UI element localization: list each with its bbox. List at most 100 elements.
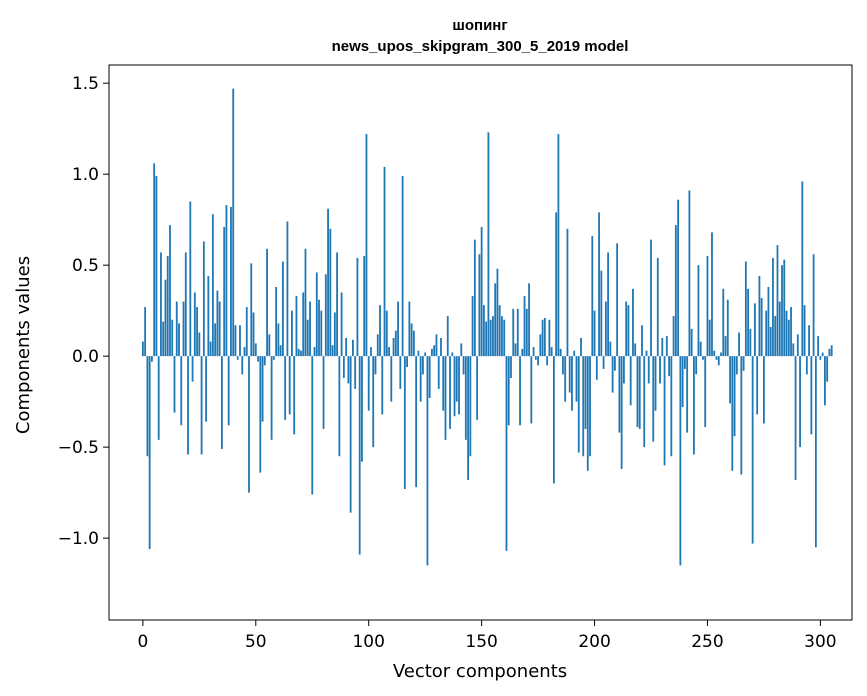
bar-143 (464, 356, 467, 440)
bar-96 (358, 356, 361, 555)
bar-207 (609, 341, 612, 357)
bar-247 (699, 341, 702, 357)
bar-18 (182, 301, 185, 357)
bar-81 (324, 274, 327, 357)
bar-112 (394, 330, 397, 357)
bar-224 (647, 356, 650, 384)
bar-2 (146, 356, 149, 457)
bar-151 (482, 305, 485, 357)
bar-89 (342, 356, 345, 378)
x-tick-label: 300 (804, 632, 836, 652)
bar-240 (683, 356, 686, 369)
bar-74 (309, 301, 311, 357)
bar-269 (749, 328, 752, 357)
x-tick-label: 50 (245, 632, 267, 652)
bar-241 (686, 356, 689, 433)
bar-145 (469, 356, 472, 457)
bar-54 (263, 356, 266, 366)
bar-38 (227, 356, 230, 426)
bar-287 (790, 307, 792, 357)
bar-305 (830, 345, 833, 357)
bar-16 (178, 323, 180, 357)
bar-120 (412, 330, 415, 357)
bar-132 (440, 337, 442, 357)
bar-288 (792, 343, 795, 357)
bar-20 (187, 356, 189, 455)
bar-12 (169, 225, 171, 357)
bar-178 (543, 317, 546, 357)
bar-223 (645, 350, 648, 357)
bar-259 (726, 299, 729, 357)
bar-279 (772, 257, 774, 357)
bar-189 (568, 356, 571, 393)
bar-221 (641, 325, 643, 357)
axes-group: 0 50 100 150 200 250 300 −1.0 −0.5 0.0 0.5 1.0 1.5 (58, 64, 853, 652)
bar-153 (487, 132, 490, 357)
bar-43 (239, 325, 241, 357)
bar-7 (157, 356, 160, 440)
bar-114 (399, 356, 402, 389)
bar-292 (801, 181, 804, 357)
bar-15 (175, 301, 178, 357)
bar-198 (589, 356, 591, 457)
bar-173 (532, 347, 535, 357)
bar-191 (573, 350, 576, 357)
bar-253 (713, 350, 716, 357)
bar-174 (534, 356, 537, 360)
bar-219 (636, 356, 639, 428)
bar-238 (679, 356, 682, 566)
bar-304 (828, 348, 831, 357)
bar-33 (216, 290, 219, 357)
bar-175 (537, 356, 539, 366)
bar-282 (778, 301, 781, 357)
bar-300 (819, 356, 822, 360)
bar-246 (697, 265, 700, 357)
bar-94 (354, 356, 357, 389)
bar-3 (148, 356, 151, 550)
bar-199 (591, 236, 594, 357)
bar-103 (374, 356, 377, 375)
bar-17 (180, 356, 183, 426)
bar-123 (419, 356, 422, 402)
y-tick-label: −1.0 (58, 529, 99, 549)
bar-35 (221, 356, 223, 449)
bar-102 (372, 356, 375, 448)
bar-131 (437, 356, 440, 389)
bar-147 (473, 239, 476, 357)
bar-186 (562, 356, 564, 375)
bar-142 (462, 356, 465, 375)
bar-115 (401, 176, 404, 357)
bar-100 (367, 356, 370, 411)
bar-4 (151, 356, 153, 362)
bar-214 (625, 301, 628, 357)
bar-206 (607, 252, 609, 357)
bar-56 (268, 334, 271, 357)
bar-212 (620, 356, 623, 469)
y-axis-label: Components values (13, 256, 34, 434)
bar-67 (293, 356, 296, 435)
bar-229 (659, 356, 661, 384)
bar-202 (598, 212, 600, 357)
bar-46 (245, 307, 248, 357)
bar-148 (476, 356, 479, 420)
x-tick-label: 150 (465, 632, 497, 652)
plot-frame (108, 64, 853, 621)
bar-193 (577, 356, 580, 453)
bar-49 (252, 312, 255, 357)
bar-128 (431, 348, 433, 357)
bar-276 (765, 310, 768, 357)
bar-76 (313, 347, 316, 357)
bar-205 (604, 301, 607, 357)
bar-272 (756, 356, 759, 415)
bar-295 (808, 325, 810, 357)
bar-286 (787, 319, 790, 357)
bar-42 (236, 356, 239, 360)
bar-134 (444, 356, 447, 440)
bar-208 (611, 356, 614, 393)
bar-211 (618, 356, 621, 433)
bar-265 (740, 356, 743, 475)
bar-75 (311, 356, 314, 495)
bar-268 (747, 288, 750, 357)
bar-105 (379, 305, 381, 357)
bar-144 (467, 356, 469, 480)
